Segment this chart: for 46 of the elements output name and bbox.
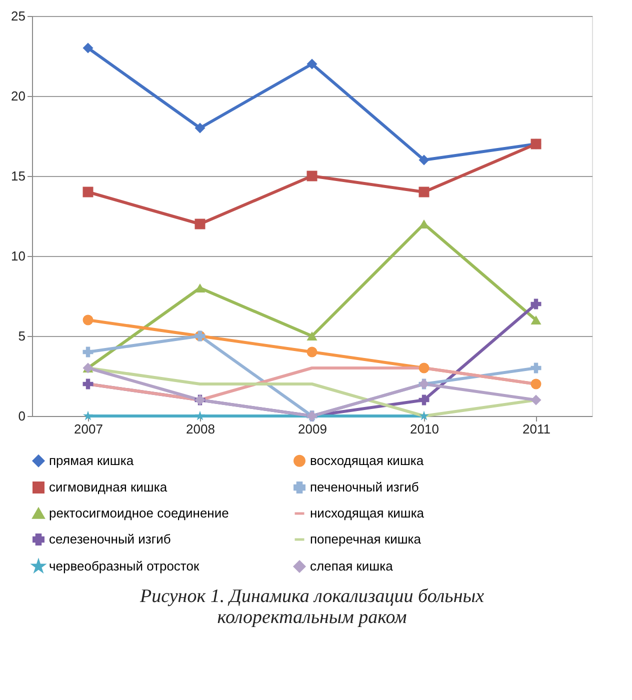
point bbox=[418, 154, 430, 166]
point bbox=[419, 410, 429, 420]
point bbox=[82, 378, 94, 390]
legend-label: червеобразный отросток bbox=[49, 558, 200, 574]
legend-label: слепая кишка bbox=[310, 558, 394, 574]
point bbox=[530, 394, 542, 406]
point bbox=[306, 346, 318, 358]
point bbox=[306, 170, 318, 182]
point bbox=[418, 186, 430, 198]
legend-label: печеночный изгиб bbox=[310, 480, 419, 494]
x-tick-label: 2008 bbox=[186, 422, 215, 436]
y-tick-label: 5 bbox=[18, 328, 26, 344]
point bbox=[306, 331, 318, 341]
y-tick-label: 0 bbox=[18, 408, 26, 424]
point bbox=[83, 410, 93, 420]
point bbox=[418, 394, 430, 406]
x-tick-label: 2010 bbox=[410, 422, 439, 436]
point bbox=[194, 122, 206, 134]
legend-label: восходящая кишка bbox=[310, 452, 424, 468]
point bbox=[530, 378, 542, 390]
x-tick-label: 2009 bbox=[298, 422, 327, 436]
point bbox=[82, 42, 94, 54]
point bbox=[530, 298, 542, 310]
point bbox=[194, 218, 206, 230]
point bbox=[82, 346, 94, 358]
y-tick-label: 25 bbox=[11, 8, 26, 24]
y-tick-label: 20 bbox=[11, 88, 26, 104]
point bbox=[530, 362, 542, 374]
point bbox=[306, 58, 318, 70]
x-tick-label: 2007 bbox=[74, 422, 103, 436]
legend-label: нисходящая кишка bbox=[310, 506, 425, 520]
y-tick-label: 15 bbox=[11, 168, 26, 184]
legend-label: сигмовидная кишка bbox=[49, 480, 168, 494]
point bbox=[418, 362, 430, 374]
y-tick-label: 10 bbox=[11, 248, 26, 264]
text: Рисунок 1. Динамика локализации больных колоректальным раком bbox=[138, 586, 485, 628]
point bbox=[194, 283, 206, 293]
point bbox=[530, 315, 542, 325]
legend-label: поперечная кишка bbox=[310, 532, 422, 546]
point bbox=[82, 186, 94, 198]
legend-label: селезеночный изгиб bbox=[49, 532, 171, 546]
x-tick-label: 2011 bbox=[522, 422, 550, 436]
point bbox=[82, 314, 94, 326]
legend-label: прямая кишка bbox=[49, 452, 134, 468]
point bbox=[195, 410, 205, 420]
legend-label: ректосигмоидное соединение bbox=[49, 506, 229, 520]
